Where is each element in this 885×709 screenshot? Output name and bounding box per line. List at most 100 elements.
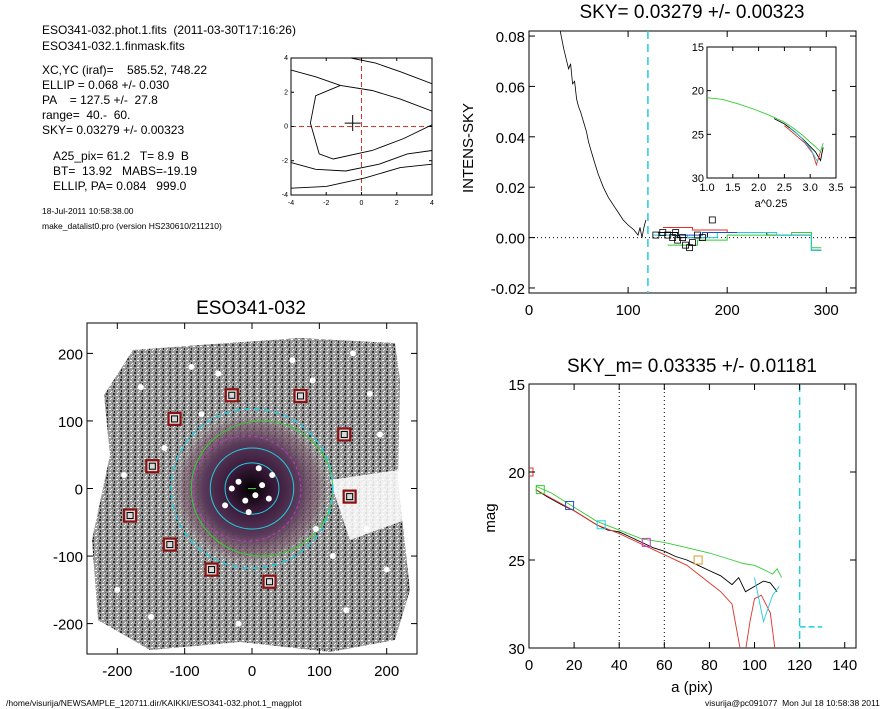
sky-square-marker [674,236,682,244]
contour-line [291,163,432,189]
masked-star-dot [269,471,276,478]
contour-line [309,84,432,160]
sky-ytick-label: 0.06 [496,79,525,96]
mask-line: ESO341-032.1.finmask.fits [42,39,185,53]
sky-title: SKY= 0.03279 +/- 0.00323 [579,2,804,23]
image-xtick-label: 0 [248,663,256,680]
contour-ytick-label: 0 [284,124,288,131]
contour-xtick-label: 2 [395,200,399,207]
mag-xtick-label: 100 [742,657,767,674]
result-a25: A25_pix= 61.2 T= 8.9 B [53,149,189,163]
masked-star-dot [252,492,259,499]
date-line: 18-Jul-2011 10:58:38.00 [42,206,134,216]
masked-star-dot [259,482,266,489]
reference-star-square [123,508,138,523]
mag-frame [528,383,857,649]
sky-ylabel: INTENS-SKY [460,103,477,193]
image-ytick-label: 100 [58,414,83,431]
reference-star-inner [171,415,179,423]
inset-series-line [784,125,821,167]
footer-path: /home/visurija/NEWSAMPLE_120711.dir/KAIK… [6,698,302,708]
sky-step-line [652,232,822,251]
masked-star-dot [255,465,262,472]
inset-ytick-label: 25 [692,129,704,141]
image-panel: ESO341-032 -200 -100 0 100 200 -200 -100 0 100 20… [53,298,418,680]
aperture-ellipse-cyan [209,447,295,530]
sky-square-marker [652,231,660,239]
mag-xtick-label: 140 [832,657,857,674]
reference-star-square [167,411,182,427]
masked-star-dot [312,526,319,533]
galaxy-image [92,336,410,652]
reference-star-inner [208,566,216,574]
reference-star-square [337,427,352,442]
inset-xtick-label: 1.5 [725,182,740,194]
mag-square-marker [641,537,651,547]
reference-star-square [224,388,239,403]
contour-xtick-label: -2 [323,200,329,207]
mag-ytick-label: 25 [508,553,525,570]
masked-star-dot [235,478,242,485]
contour-xtick-label: 4 [430,200,434,207]
inset-series-line [773,118,824,162]
image-xtick-label: -200 [102,663,132,680]
contour-ytick-label: 4 [284,55,288,62]
inset-series-line [789,127,819,163]
inset-ytick-label: 30 [692,173,704,185]
inset-xtick-label: 3.5 [828,182,843,194]
sky-square-marker [708,216,716,224]
image-xtick-label: 100 [307,663,332,680]
masked-star-dot [265,495,272,502]
sky-ytick-label: -0.02 [491,281,525,298]
inset-series-line [707,97,824,153]
mag-xlabel: a (pix) [671,679,713,696]
mag-xtick-label: 60 [656,657,673,674]
sky-square-marker [679,234,686,241]
masked-star-dot [245,509,252,516]
reference-star-inner [340,430,348,438]
mag-square-marker [693,555,703,565]
contour-line [291,150,432,172]
footer-stamp: visurija@pc091077 Mon Jul 18 10:58:38 20… [705,698,880,708]
reference-star-square [293,388,308,404]
mag-series-line [535,489,776,648]
aperture-ellipse-inner [224,462,280,515]
sky-square-marker [699,234,706,241]
mag-square-marker [596,520,606,530]
inset-xtick-label: 1.0 [699,182,714,194]
inset-xlabel: a^0.25 [755,198,788,210]
file-line: ESO341-032.phot.1.fits (2011-03-30T17:16… [42,23,296,37]
sky-xtick-label: 300 [814,302,839,319]
reference-star-inner [228,391,236,399]
param-sky: SKY= 0.03279 +/- 0.00323 [42,123,185,137]
masked-star-dot [147,613,154,620]
param-pa: PA = 127.5 +/- 27.8 [42,93,158,107]
masked-region [330,470,405,540]
reference-star-square [204,562,219,577]
contour-panel: -4 -2 0 2 4 -4 -2 0 2 4 [282,55,434,207]
masked-star-dot [363,526,370,533]
reference-star-inner [126,512,134,520]
contour-ytick-label: 2 [284,89,288,96]
sky-panel: SKY= 0.03279 +/- 0.00323 INTENS-SKY 0 100… [460,2,857,319]
mag-series-line [535,485,783,578]
inset-ytick-label: 20 [692,86,704,98]
inset-xtick-label: 2.0 [751,182,766,194]
sky-ytick-label: 0.08 [496,29,525,46]
param-ellip: ELLIP = 0.068 +/- 0.030 [42,78,170,92]
mag-panel: SKY_m= 0.03335 +/- 0.01181 mag a (pix) 0… [482,356,857,696]
masked-star-dot [366,390,373,397]
param-xc: XC,YC (iraf)= 585.52, 748.22 [42,63,208,77]
param-range: range= 40.- 60. [42,108,131,122]
reference-star-inner [346,493,354,501]
masked-star-dot [198,411,205,418]
masked-star-dot [215,370,222,377]
masked-star-dot [350,350,357,357]
reference-star-square [262,574,277,589]
aperture-ellipse-magenta [192,435,302,542]
masked-star-dot [383,566,390,573]
mag-ytick-label: 20 [508,465,525,482]
reference-star-inner [148,462,156,470]
program-line: make_datalist0.pro (version HS230610/211… [42,221,222,231]
sky-ytick-label: 0.00 [496,231,525,248]
